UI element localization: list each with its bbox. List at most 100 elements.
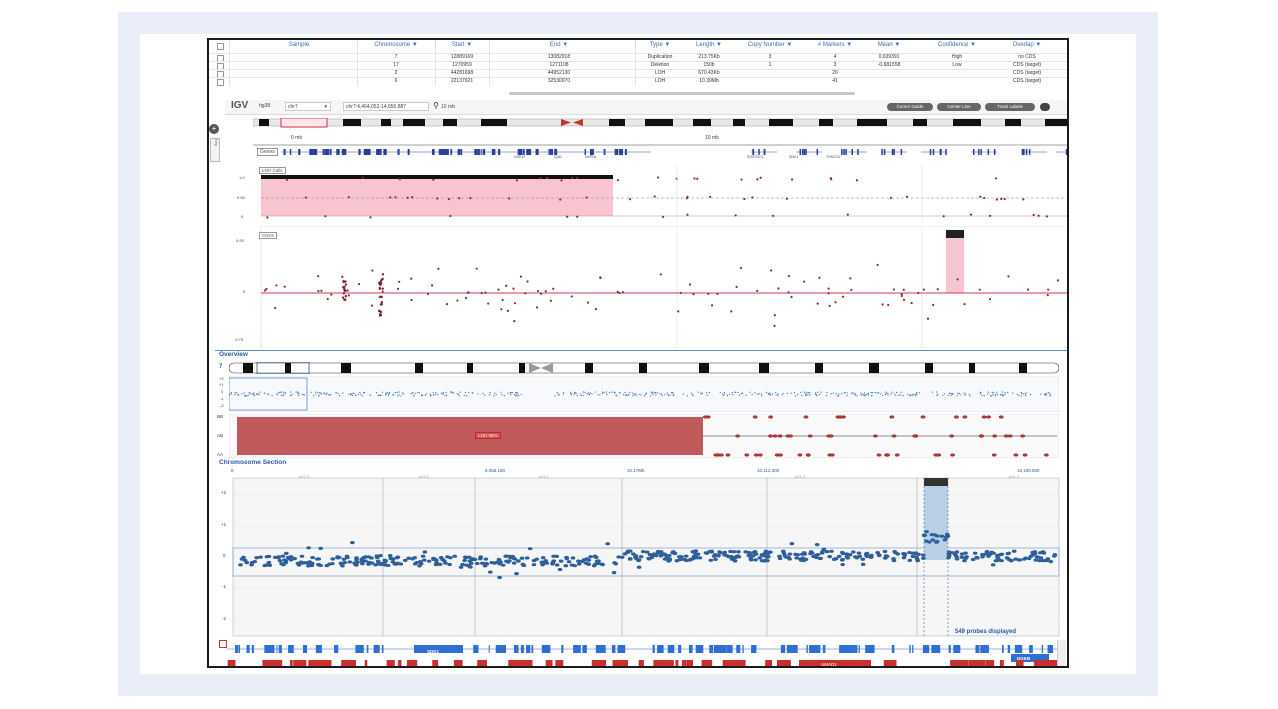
chromosome-section-plot[interactable]	[217, 468, 1067, 644]
cnv-point	[1027, 288, 1030, 291]
cn-probe	[442, 393, 444, 395]
loh-point	[785, 197, 788, 200]
track-label-loh-calls[interactable]: LOH Calls	[259, 167, 286, 174]
locus-input[interactable]: chr7:4,464,052-14,650,887	[343, 102, 429, 111]
column-header-mean[interactable]: Mean ▼	[877, 42, 901, 48]
probe-point	[759, 559, 765, 563]
baf-point	[757, 453, 763, 457]
cnv-point	[341, 275, 344, 278]
probe-point	[406, 556, 412, 560]
search-icon[interactable]: ⚲	[433, 101, 439, 110]
loh-point	[1045, 215, 1049, 218]
gene-feature	[343, 660, 350, 666]
cn-probe	[271, 394, 273, 397]
loh-point	[560, 179, 563, 182]
overview-ideogram[interactable]	[229, 362, 1059, 374]
cn-probe	[706, 394, 708, 396]
probe-point	[753, 558, 758, 562]
cell-mean: -0.681558	[877, 62, 901, 68]
column-header-markers[interactable]: # Markers ▼	[817, 42, 853, 48]
gene-exon	[342, 149, 347, 155]
cn-probe	[263, 392, 265, 394]
gene-track-checkbox[interactable]	[219, 640, 227, 648]
probe-point	[999, 552, 1005, 556]
gene-exon	[431, 149, 435, 155]
gene-exon	[590, 149, 594, 155]
cn-probe	[324, 393, 326, 395]
cnv-point	[437, 267, 440, 270]
refseq-genes-track[interactable]	[227, 644, 1057, 668]
cn-probe	[669, 394, 671, 396]
baf-point	[981, 415, 987, 419]
cnv-point	[500, 308, 503, 311]
gene-feature	[980, 645, 985, 653]
side-key-tab[interactable]: Key	[210, 138, 220, 162]
table-row[interactable]: 6 22137921 32530070 LOH 10.39Mb 41 CDS (…	[209, 77, 1067, 86]
gene-exon	[376, 149, 378, 155]
gene-feature	[847, 645, 854, 653]
track-label-genes[interactable]: Genes	[257, 148, 278, 156]
cn-probe	[699, 392, 702, 394]
cnvs-track[interactable]	[225, 226, 1069, 348]
center-line-button[interactable]: Center Line	[937, 103, 981, 111]
cnv-point	[739, 266, 743, 269]
overview-copy-number-plot[interactable]	[229, 376, 1059, 412]
table-horizontal-scrollbar[interactable]	[509, 92, 855, 95]
baf-point	[768, 434, 773, 438]
cell-length: 10.39Mb	[699, 78, 719, 84]
gene-feature	[366, 645, 369, 653]
baf-point	[912, 434, 918, 438]
cursor-guide-button[interactable]: Cursor Guide	[887, 103, 933, 111]
probe-point	[452, 554, 457, 558]
column-header-overlap[interactable]: Overlap ▼	[1012, 42, 1042, 48]
gene-feature	[1047, 645, 1053, 653]
track-label-cnvs[interactable]: CNVs	[259, 232, 277, 239]
column-header-copy-number[interactable]: Copy Number ▼	[747, 42, 793, 48]
column-header-start[interactable]: Start ▼	[451, 42, 473, 48]
cn-probe	[734, 391, 736, 393]
cnv-point	[910, 301, 913, 305]
select-all-checkbox[interactable]	[217, 43, 224, 50]
plot-frame	[229, 376, 1059, 412]
gene-feature	[475, 645, 479, 653]
cn-probe	[650, 391, 652, 393]
overview-allele-plot[interactable]	[229, 414, 1059, 458]
column-header-confidence[interactable]: Confidence ▼	[938, 42, 976, 48]
chromosome-select[interactable]: chr7 ▾	[285, 102, 331, 111]
probe-point	[540, 556, 546, 560]
baf-point	[873, 434, 878, 438]
gene-feature	[655, 660, 666, 666]
cnv-point	[342, 292, 346, 295]
loh-point	[576, 215, 579, 218]
table-row[interactable]: 2 44281698 44952130 LOH 670.43Kb 20 CDS …	[209, 69, 1067, 78]
column-header-type[interactable]: Type ▼	[649, 42, 671, 48]
genes-scrollbar[interactable]	[1057, 640, 1066, 666]
add-track-icon[interactable]: +	[209, 124, 219, 134]
column-header-chromosome[interactable]: Chromosome ▼	[374, 42, 418, 48]
loh-calls-track[interactable]	[225, 165, 1069, 222]
genes-track[interactable]	[281, 148, 1067, 162]
cn-probe	[633, 394, 636, 396]
cell-confidence: Low	[952, 62, 962, 68]
track-labels-button[interactable]: Track Labels	[985, 103, 1035, 111]
cn-probe	[800, 391, 802, 394]
table-row[interactable]: 17 1270959 1271108 Deletion 150b 1 3 -0.…	[209, 61, 1067, 70]
row-checkbox[interactable]	[217, 79, 224, 86]
column-header-sample[interactable]: Sample	[288, 42, 310, 48]
column-divider	[635, 40, 636, 86]
cnv-point	[1056, 279, 1060, 282]
column-header-length[interactable]: Length ▼	[696, 42, 722, 48]
cn-probe	[493, 395, 495, 397]
loh-point	[1032, 213, 1035, 217]
baf-point	[807, 434, 813, 438]
igv-ideogram[interactable]	[253, 118, 1069, 128]
gene-feature	[690, 645, 693, 653]
settings-icon[interactable]	[1040, 103, 1050, 111]
cn-probe	[435, 391, 437, 394]
cn-probe	[573, 393, 575, 395]
genome-select[interactable]: hg38	[259, 103, 271, 109]
column-header-end[interactable]: End ▼	[549, 42, 569, 48]
cell-length: 213.75Kb	[698, 54, 720, 60]
cn-probe	[554, 395, 556, 397]
table-row[interactable]: 7 12889169 13082918 Duplication 213.75Kb…	[209, 53, 1067, 62]
